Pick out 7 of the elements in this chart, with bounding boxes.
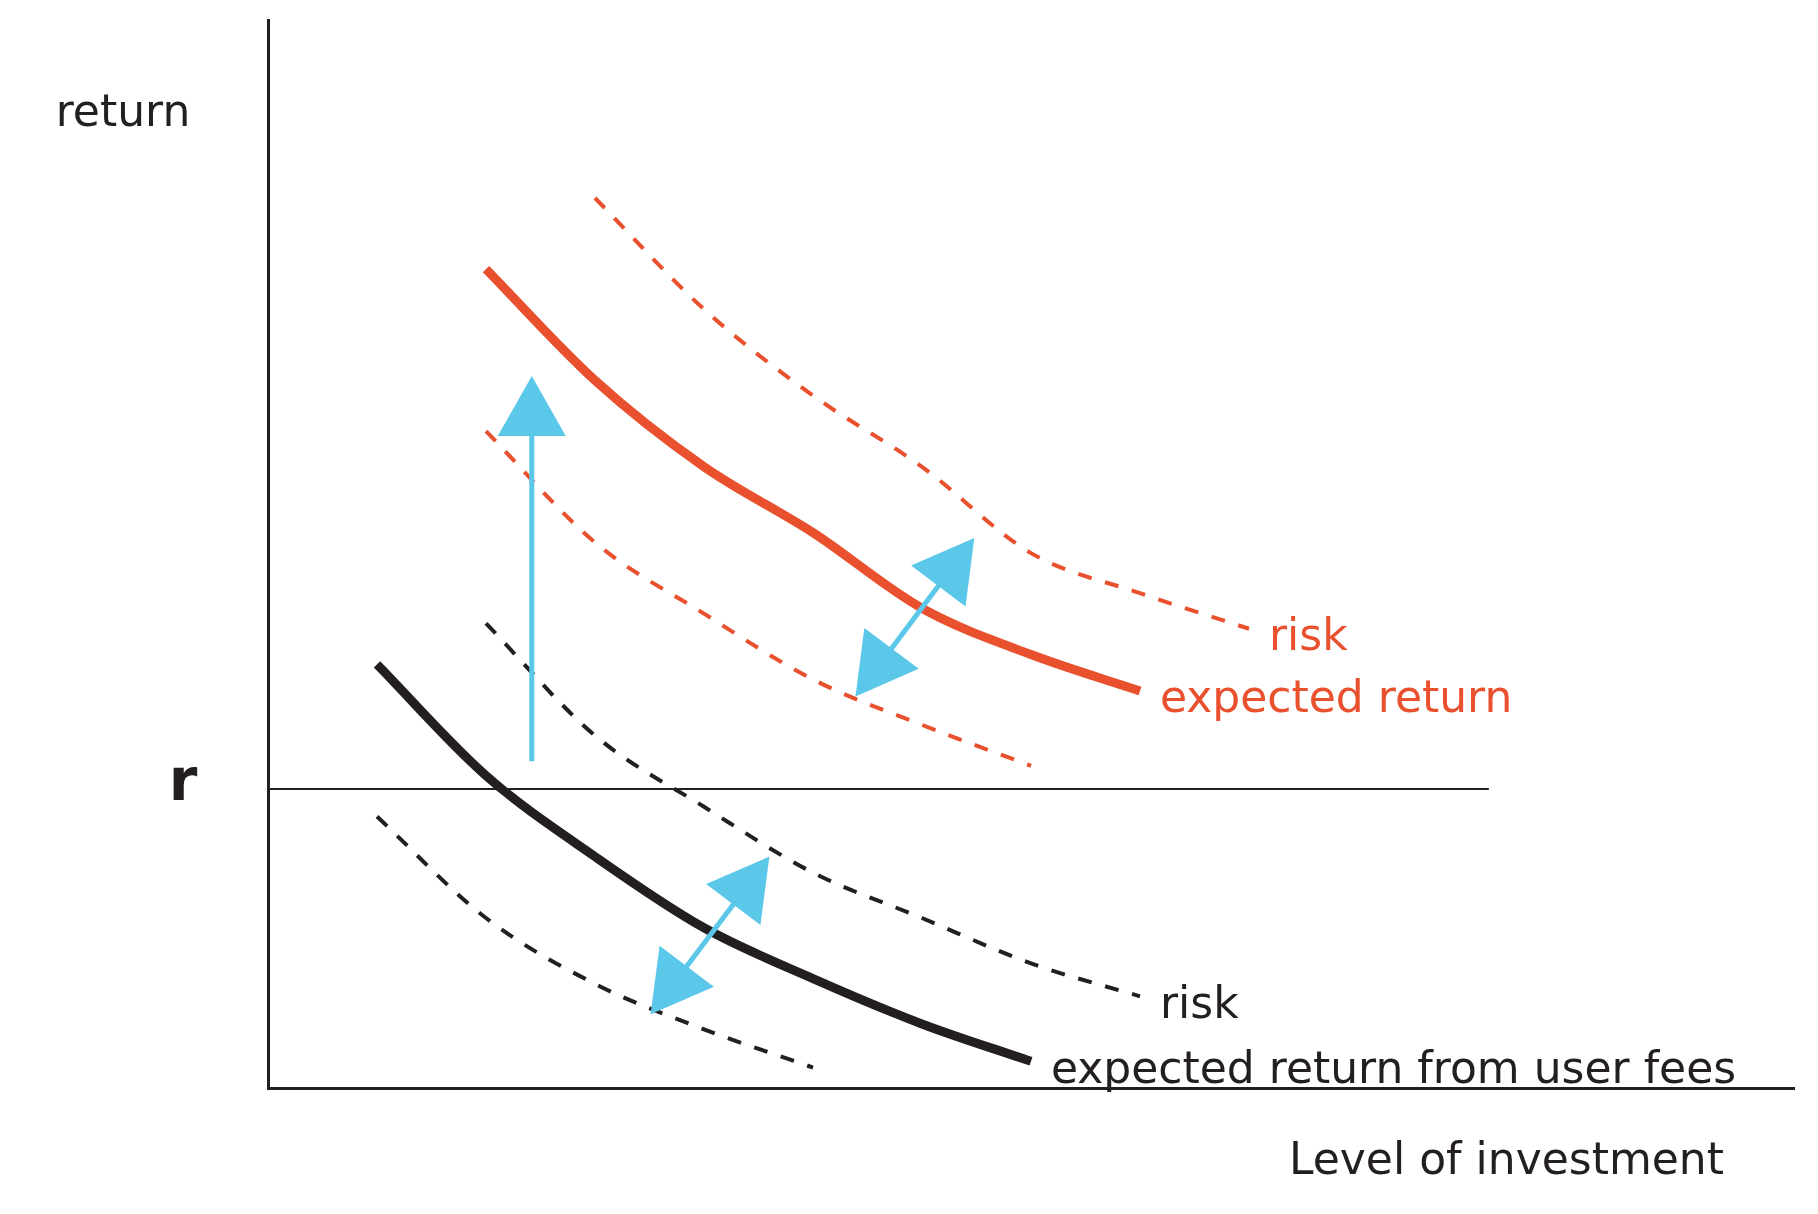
x-axis-title: Level of investment: [1289, 1133, 1724, 1185]
series-label: expected return: [1160, 671, 1513, 723]
series-label: expected return from user fees: [1051, 1041, 1737, 1093]
series-label: risk: [1269, 609, 1349, 661]
ref-line-label: r: [168, 746, 198, 815]
series-label: risk: [1160, 976, 1240, 1028]
y-axis-title: return: [55, 85, 191, 137]
